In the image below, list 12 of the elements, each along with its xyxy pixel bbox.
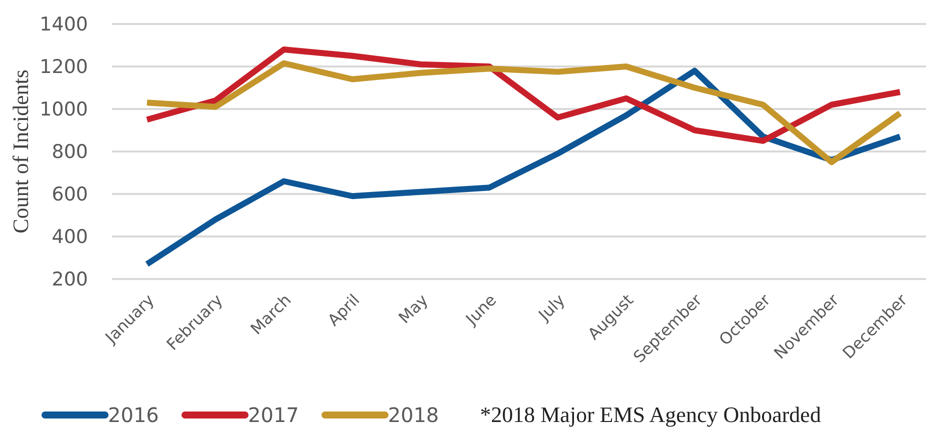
legend-label: 2016 bbox=[108, 403, 159, 427]
y-tick-label: 400 bbox=[52, 226, 88, 248]
y-tick-label: 1200 bbox=[40, 56, 88, 78]
legend-label: 2017 bbox=[248, 403, 299, 427]
legend-label: 2018 bbox=[388, 403, 439, 427]
y-tick-label: 1000 bbox=[40, 98, 88, 121]
y-tick-label: 800 bbox=[52, 141, 88, 164]
y-tick-label: 600 bbox=[52, 184, 88, 206]
y-tick-label: 200 bbox=[52, 268, 88, 291]
text: *2018 Major EMS Agency Onboarded bbox=[480, 402, 821, 427]
y-tick-label: 1400 bbox=[40, 14, 88, 36]
y-axis-title: Count of Incidents bbox=[8, 70, 33, 234]
